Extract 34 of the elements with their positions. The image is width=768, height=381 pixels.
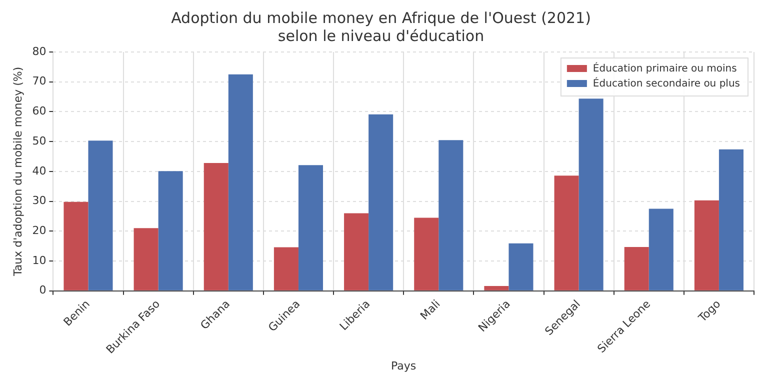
bar <box>64 202 88 290</box>
bar <box>718 149 744 290</box>
bar <box>158 171 183 290</box>
bar <box>484 286 509 290</box>
bar <box>578 98 604 290</box>
y-tick-label: 0 <box>39 284 46 297</box>
bar <box>414 218 439 290</box>
y-tick-label: 60 <box>32 104 46 118</box>
y-tick-label: 70 <box>32 74 46 88</box>
y-tick-label: 50 <box>32 134 46 148</box>
bar <box>624 246 649 290</box>
bar <box>554 176 579 290</box>
bar <box>694 200 719 290</box>
bar <box>648 208 674 290</box>
x-axis-title: Pays <box>391 359 416 372</box>
bar <box>134 228 158 290</box>
bar <box>368 114 394 290</box>
legend-label: Éducation primaire ou moins <box>592 62 737 75</box>
y-axis-title: Taux d'adoption du mobile money (%) <box>11 66 24 277</box>
bar <box>228 74 253 290</box>
bar <box>274 247 298 290</box>
y-tick-label: 80 <box>32 44 46 58</box>
y-tick-label: 20 <box>32 224 46 237</box>
y-tick-label: 30 <box>32 194 46 208</box>
y-tick-label: 10 <box>32 254 46 267</box>
bar <box>344 213 369 290</box>
y-tick-label: 40 <box>32 164 46 178</box>
legend-label: Éducation secondaire ou plus <box>592 76 740 90</box>
bar <box>438 140 464 290</box>
bar <box>508 243 534 290</box>
bar <box>204 163 228 290</box>
chart-title: Adoption du mobile money en Afrique de l'Ouest (2021) selon le niveau d'éducation <box>171 8 591 45</box>
bar <box>298 165 324 290</box>
bar <box>88 140 113 290</box>
